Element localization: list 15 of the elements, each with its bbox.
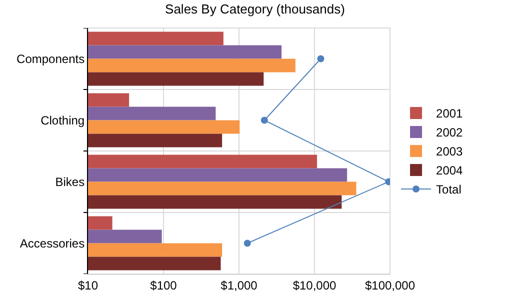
y-tick-label: Clothing [40, 113, 85, 128]
x-tick-label: $100 [150, 278, 178, 292]
y-tick-label: Bikes [55, 174, 85, 189]
legend-label: 2003 [436, 144, 464, 159]
x-tick-label: $1,000 [220, 278, 258, 292]
legend-label: Total [436, 182, 462, 197]
x-tick-label: $10,000 [292, 278, 337, 292]
legend-label: 2002 [436, 126, 464, 140]
y-tick-label: Accessories [20, 236, 85, 250]
chart-title: Sales By Category (thousands) [165, 2, 345, 17]
legend-label: 2004 [436, 164, 464, 178]
x-tick-label: $100,000 [364, 278, 416, 292]
legend-label: 2001 [436, 106, 464, 121]
y-tick-label: Components [16, 52, 85, 66]
x-tick-label: $10 [78, 278, 98, 292]
